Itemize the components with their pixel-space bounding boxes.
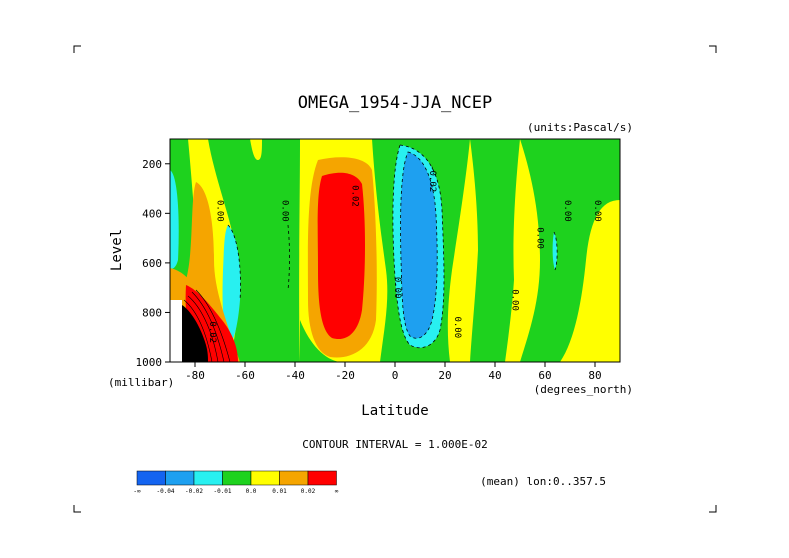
- colorbar-label: -0.04: [156, 488, 174, 495]
- y-tick-label: 200: [142, 158, 162, 171]
- contour-label: 0.00: [562, 200, 572, 222]
- contour-label: 0.00: [452, 316, 462, 338]
- colorbar-swatch: [307, 470, 337, 486]
- colorbar-label: 0.02: [301, 488, 316, 495]
- colorbar-label: 0.0: [246, 488, 257, 495]
- colorbar-label: -∞: [133, 488, 141, 495]
- contour-label: 0.00: [535, 227, 545, 249]
- x-tick-label: -20: [335, 369, 355, 382]
- contour-label: 0.00: [592, 200, 602, 222]
- y-tick-label: 600: [142, 257, 162, 270]
- y-axis: 200 400 600 800 1000: [136, 158, 170, 369]
- x-tick-label: -80: [185, 369, 205, 382]
- x-tick-label: 0: [392, 369, 399, 382]
- x-tick-label: -60: [235, 369, 255, 382]
- x-tick-label: 20: [438, 369, 451, 382]
- x-unit-label: (degrees_north): [534, 383, 633, 396]
- y-tick-label: 1000: [136, 356, 163, 369]
- contour-field: [170, 139, 620, 362]
- x-tick-label: 80: [588, 369, 601, 382]
- colorbar-swatch: [136, 470, 166, 486]
- colorbar-swatch: [165, 470, 195, 486]
- contour-label: 0.02: [350, 185, 360, 207]
- y-unit-label: (millibar): [108, 376, 174, 389]
- y-tick-label: 400: [142, 207, 162, 220]
- x-tick-label: 60: [538, 369, 551, 382]
- contour-label: 0.02: [207, 321, 217, 343]
- footer-label: (mean) lon:0..357.5: [480, 475, 606, 488]
- units-label: (units:Pascal/s): [527, 121, 633, 134]
- colorbar-swatch: [279, 470, 309, 486]
- contour-interval-label: CONTOUR INTERVAL = 1.000E-02: [302, 438, 487, 451]
- contour-label: 0.00: [392, 277, 402, 299]
- contour-label: 0.00: [215, 200, 225, 222]
- contour-label: 0.00: [280, 200, 290, 222]
- x-axis: -80 -60 -40 -20 0 20 40 60 80: [185, 362, 602, 382]
- x-tick-label: -40: [285, 369, 305, 382]
- x-axis-title: Latitude: [361, 403, 428, 419]
- colorbar-label: ∞: [335, 488, 339, 495]
- y-axis-title: Level: [109, 229, 125, 271]
- colorbar-swatch: [193, 470, 223, 486]
- colorbar: -∞ -0.04 -0.02 -0.01 0.0 0.01 0.02 ∞: [133, 470, 339, 495]
- chart-title: OMEGA_1954-JJA_NCEP: [298, 93, 492, 113]
- colorbar-swatch: [250, 470, 280, 486]
- colorbar-label: -0.02: [185, 488, 203, 495]
- crop-marks: [73, 45, 717, 513]
- contour-label: -0.02: [427, 165, 437, 192]
- colorbar-label: -0.01: [213, 488, 231, 495]
- colorbar-label: 0.01: [272, 488, 287, 495]
- y-tick-label: 800: [142, 306, 162, 319]
- x-tick-label: 40: [488, 369, 501, 382]
- contour-label: 0.00: [510, 289, 520, 311]
- colorbar-swatch: [222, 470, 252, 486]
- contour-labels: 0.00 0.00 0.02 0.00 -0.02 0.00 0.00 0.00 0.00 0.0…: [207, 165, 602, 343]
